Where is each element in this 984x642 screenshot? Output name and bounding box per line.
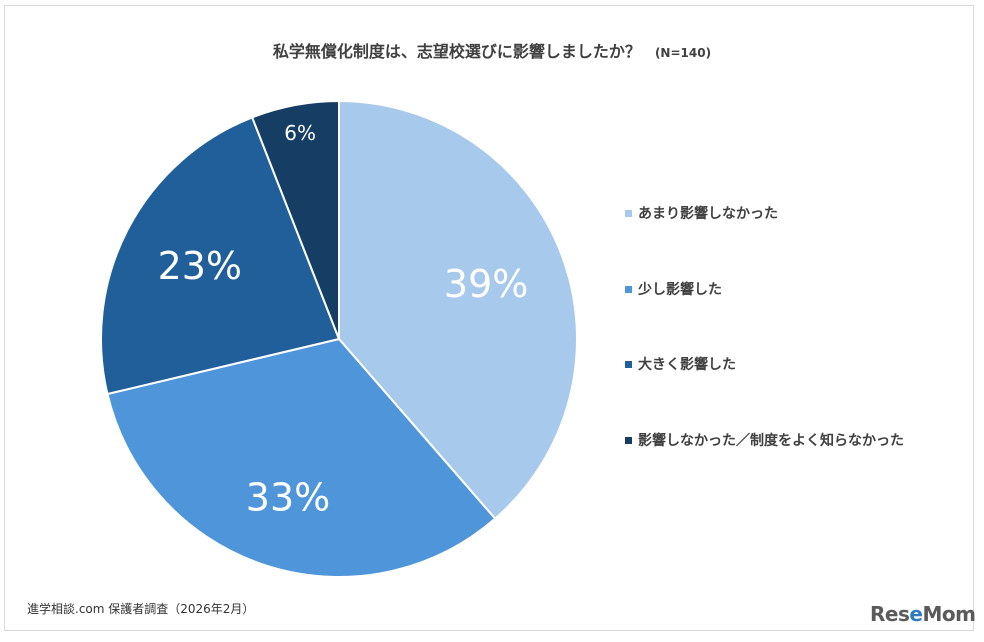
source-note: 進学相談.com 保護者調査（2026年2月）: [27, 602, 255, 616]
legend-swatch-1: [625, 209, 632, 217]
pie-slice-1: [338, 99, 578, 521]
legend-item-1: あまり影響しなかった: [625, 203, 778, 223]
resemom-logo: ReseMom: [870, 602, 976, 626]
pie-slice-2: [106, 337, 497, 578]
sample-size: (N=140): [654, 46, 712, 60]
chart-title: 私学無償化制度は、志望校選びに影響しましたか？ (N=140): [0, 38, 984, 62]
legend-label-3: 大きく影響した: [638, 357, 736, 373]
legend-item-3: 大きく影響した: [625, 354, 736, 374]
legend-label-4: 影響しなかった／制度をよく知らなかった: [638, 433, 904, 449]
legend-item-4: 影響しなかった／制度をよく知らなかった: [625, 430, 904, 450]
legend-swatch-2: [625, 285, 632, 293]
data-label-4: 6%: [284, 121, 316, 145]
legend-label-1: あまり影響しなかった: [638, 206, 778, 222]
legend-swatch-3: [625, 360, 632, 368]
pie-slice-4: [250, 99, 340, 340]
title-text: 私学無償化制度は、志望校選びに影響しましたか？: [272, 42, 641, 61]
data-label-1: 39%: [444, 262, 528, 306]
legend-label-2: 少し影響した: [638, 282, 722, 298]
legend-item-2: 少し影響した: [625, 279, 722, 299]
pie-slice-3: [100, 116, 341, 396]
data-label-2: 33%: [246, 476, 330, 520]
legend-swatch-4: [625, 436, 632, 444]
data-label-3: 23%: [158, 244, 242, 288]
